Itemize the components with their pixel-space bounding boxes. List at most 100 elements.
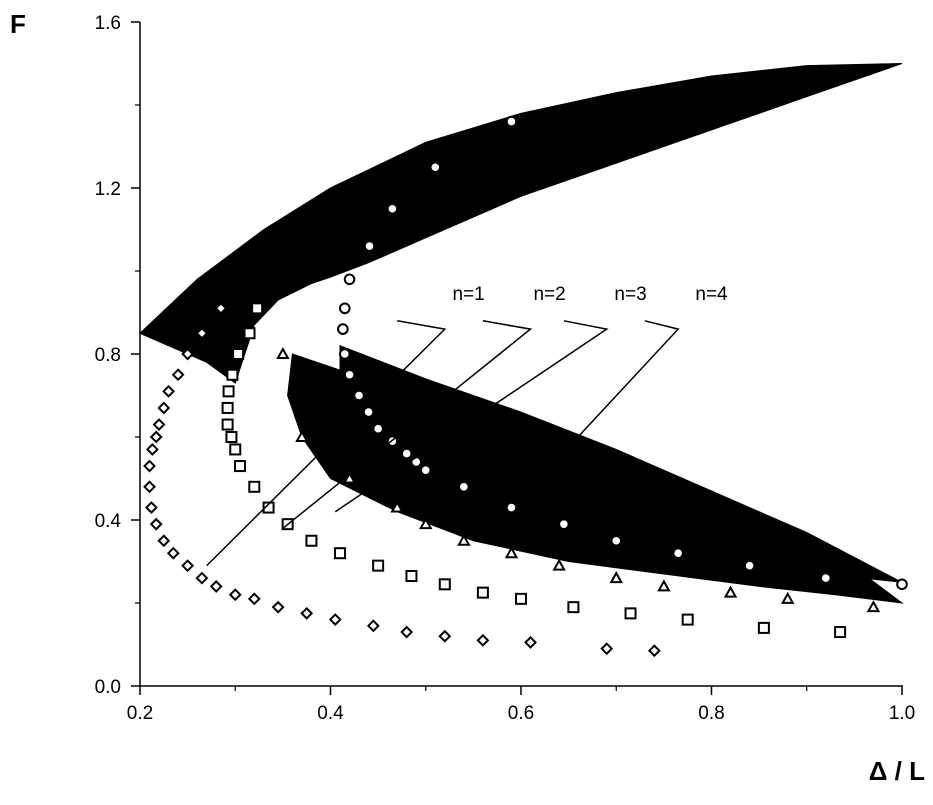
circle-marker: [386, 202, 399, 215]
circle-marker: [820, 572, 832, 584]
circle-marker: [363, 240, 376, 252]
y-tick-label: 0.8: [95, 345, 121, 366]
diamond-marker: [157, 401, 171, 415]
square-marker: [262, 501, 275, 514]
triangle-marker: [657, 579, 671, 592]
diamond-marker: [476, 633, 490, 647]
triangle-marker: [295, 429, 309, 442]
diamond-marker: [162, 384, 175, 398]
diamond-marker: [181, 559, 195, 573]
square-marker: [221, 401, 234, 414]
diamond-marker: [228, 588, 242, 602]
circle-marker: [896, 578, 908, 591]
diamond-marker: [247, 592, 261, 606]
diamond-marker: [647, 644, 661, 658]
triangle-marker: [609, 571, 623, 584]
circle-marker: [343, 368, 356, 381]
annotation-leader-line: [206, 320, 447, 567]
diamond-marker: [400, 625, 414, 639]
square-marker: [232, 348, 245, 360]
triangle-marker: [552, 558, 566, 571]
y-axis-title: F: [10, 9, 26, 39]
circle-marker: [362, 406, 375, 418]
square-marker: [681, 613, 694, 626]
diamond-marker: [149, 517, 163, 531]
circle-marker: [419, 464, 432, 477]
square-marker: [226, 368, 239, 381]
diamond-marker: [366, 619, 380, 633]
annotation-label: n=3: [614, 284, 646, 305]
circle-marker: [410, 456, 423, 468]
x-tick-label: 0.4: [317, 703, 344, 724]
circle-marker: [337, 323, 349, 335]
circle-marker: [558, 518, 570, 530]
square-marker: [251, 302, 264, 315]
circle-marker: [372, 422, 384, 435]
circle-marker: [610, 534, 623, 547]
diamond-marker: [143, 480, 156, 494]
circle-marker: [400, 447, 413, 460]
circle-marker: [505, 501, 518, 514]
square-marker: [476, 586, 489, 599]
diamond-marker: [166, 546, 180, 560]
circle-marker: [505, 115, 518, 128]
x-tick-label: 0.6: [508, 703, 534, 724]
annotation-label: n=4: [695, 284, 728, 305]
circle-marker: [672, 547, 684, 560]
diamond-marker: [171, 368, 185, 382]
y-tick-label: 1.2: [95, 179, 121, 200]
annotation-label: n=1: [452, 284, 484, 305]
triangle-marker: [342, 471, 357, 484]
circle-marker: [458, 481, 470, 493]
square-marker: [229, 443, 242, 456]
diamond-marker: [195, 326, 209, 340]
diamond-marker: [214, 301, 228, 315]
square-marker: [405, 570, 418, 583]
square-marker: [372, 559, 385, 572]
triangle-marker: [457, 533, 471, 546]
x-axis-title: Δ / L: [869, 756, 925, 786]
triangle-marker: [866, 600, 881, 613]
x-tick-label: 1.0: [889, 703, 915, 724]
square-marker: [834, 626, 847, 639]
annotation-leader-line: [515, 320, 680, 504]
diamond-marker: [300, 606, 314, 620]
axis-ticks: 0.2 0.4 0.6 0.8 1.0 0.0 0.4 0.8 1.2 1.6: [95, 13, 916, 724]
square-marker: [225, 431, 238, 443]
square-marker: [624, 607, 637, 620]
diamond-marker: [152, 418, 166, 431]
circle-marker: [429, 161, 442, 174]
square-marker: [567, 601, 580, 614]
square-marker: [438, 578, 451, 591]
x-tick-label: 0.8: [698, 703, 724, 724]
diamond-marker: [145, 443, 159, 456]
shaded-regions: [139, 63, 904, 604]
circle-marker: [338, 302, 351, 315]
square-marker: [334, 547, 347, 560]
shaded-region-lower-wedge-n4: [339, 344, 903, 583]
square-marker: [515, 592, 527, 605]
square-marker: [234, 460, 247, 473]
circle-marker: [338, 348, 351, 360]
data-markers: [143, 115, 908, 658]
square-marker: [248, 480, 261, 493]
annotation-leader-line: [282, 320, 533, 529]
diamond-marker: [209, 579, 223, 593]
triangle-marker: [390, 500, 404, 513]
diamond-marker: [438, 629, 452, 643]
diamond-marker: [181, 347, 195, 361]
y-tick-label: 0.0: [95, 677, 121, 698]
square-marker: [221, 418, 234, 431]
circle-marker: [743, 559, 756, 572]
diamond-marker: [600, 642, 614, 656]
square-marker: [222, 385, 235, 398]
y-tick-label: 0.4: [95, 511, 122, 532]
diamond-marker: [195, 571, 209, 585]
triangle-marker: [504, 546, 519, 559]
diamond-marker: [149, 430, 163, 444]
annotation-leaders: n=1 n=2 n=3 n=4: [206, 284, 728, 567]
triangle-marker: [723, 585, 738, 598]
diamond-marker: [143, 459, 156, 473]
diamond-marker: [271, 600, 285, 614]
